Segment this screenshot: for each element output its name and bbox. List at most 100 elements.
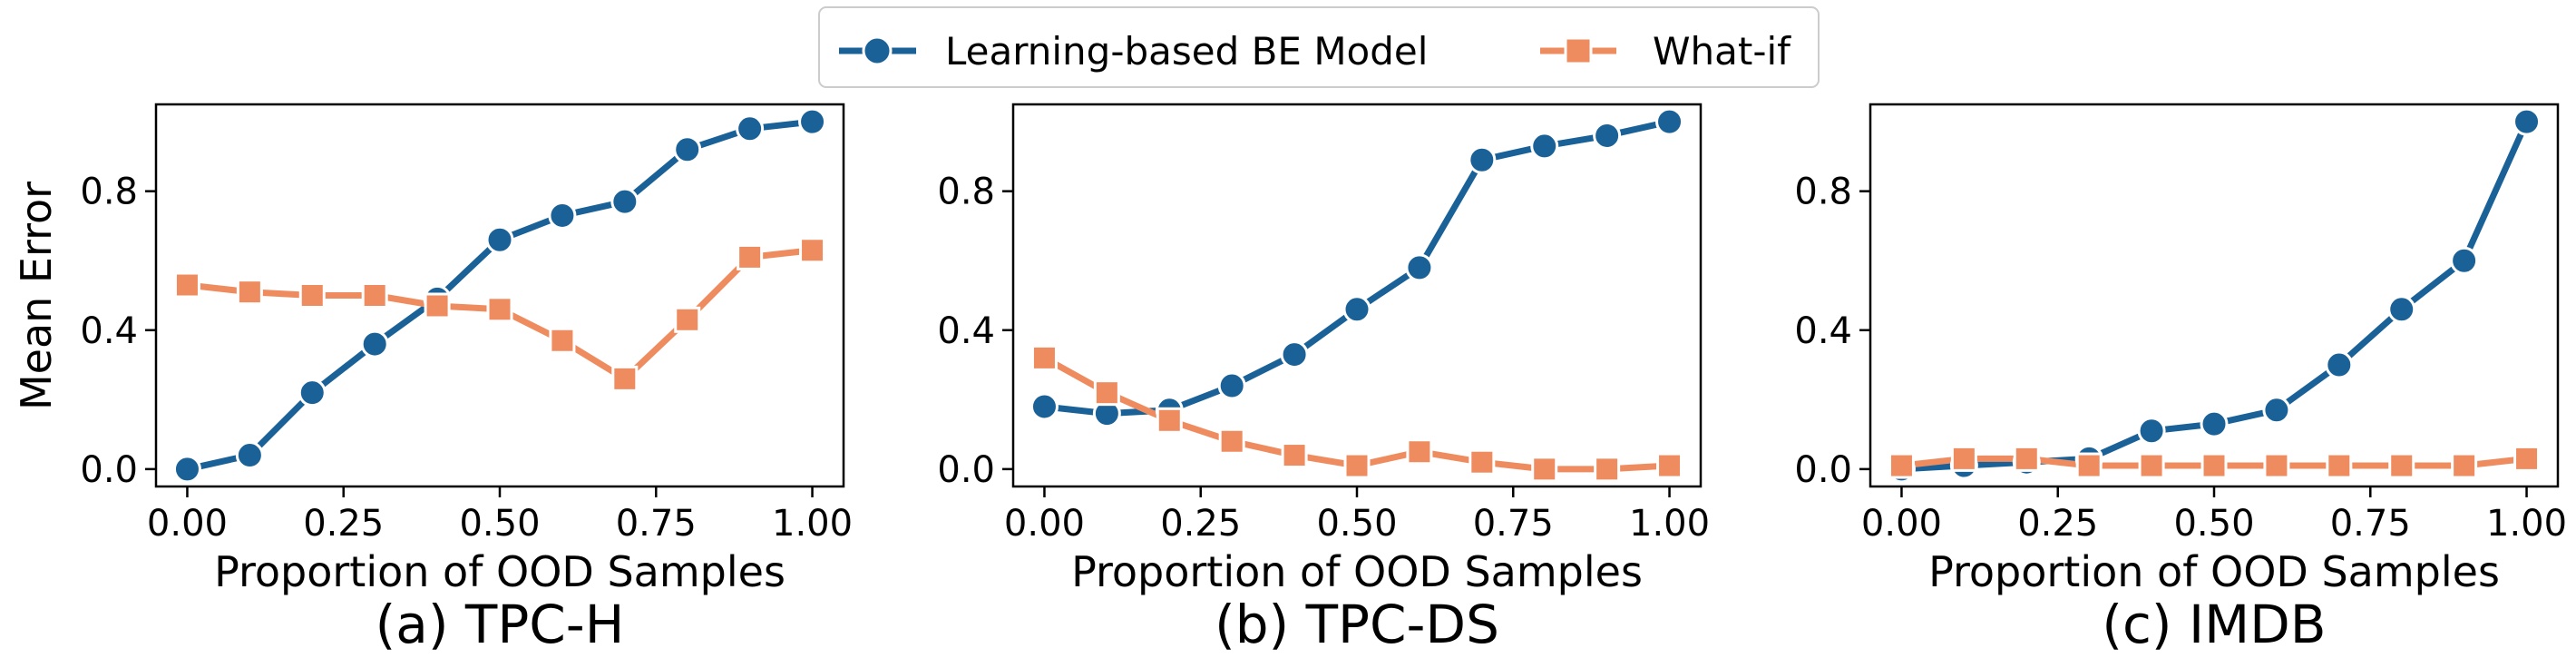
- legend-frame: [818, 6, 1820, 88]
- imdb-xlabel: Proportion of OOD Samples: [1928, 547, 2500, 596]
- tpch-point-learning: [298, 378, 327, 408]
- imdb-point-whatif: [2326, 452, 2353, 479]
- tpcds-caption: (b) TPC-DS: [1215, 594, 1499, 655]
- panel-tpch: 0.00 0.25 0.50 0.75 1.00 0.0 0.4 0.8 Mean Error…: [12, 103, 853, 655]
- imdb-caption: (c) IMDB: [2102, 594, 2326, 655]
- tpcds-point-learning: [1217, 371, 1246, 400]
- tpch-xtick-label: 1.00: [772, 503, 853, 545]
- tpcds-point-whatif: [1469, 448, 1496, 476]
- legend-label-whatif: What-if: [1653, 29, 1791, 74]
- tpcds-series-line-learning: [1041, 118, 1673, 418]
- imdb-ytick-label: 0.4: [1794, 310, 1852, 352]
- tpch-ylabel: Mean Error: [12, 182, 61, 410]
- imdb-point-learning: [2137, 417, 2166, 446]
- tpch-point-learning: [610, 187, 639, 216]
- tpcds-xtick-label: 0.50: [1316, 503, 1397, 545]
- tpcds-ytick-label: 0.8: [937, 172, 995, 213]
- tpch-point-learning: [673, 135, 702, 164]
- imdb-grid-and-ticks: 0.00 0.25 0.50 0.75 1.00 0.0 0.4 0.8: [1794, 172, 2567, 545]
- imdb-xtick-label: 0.00: [1861, 503, 1942, 545]
- tpcds-point-whatif: [1281, 442, 1308, 469]
- tpch-xtick-label: 0.50: [459, 503, 540, 545]
- tpcds-ytick-label: 0.4: [937, 310, 995, 352]
- imdb-point-learning: [2387, 295, 2416, 324]
- legend-label-learning: Learning-based BE Model: [945, 29, 1428, 74]
- imdb-ytick-label: 0.8: [1794, 172, 1852, 213]
- imdb-axes-frame: [1869, 103, 2560, 488]
- tpcds-axes-frame: [1011, 103, 1703, 488]
- tpch-caption: (a) TPC-H: [376, 594, 625, 655]
- tpch-point-learning: [485, 225, 514, 254]
- imdb-xtick-label: 0.50: [2173, 503, 2254, 545]
- imdb-point-learning: [2262, 396, 2291, 425]
- imdb-point-whatif: [2388, 452, 2415, 479]
- tpch-point-learning: [736, 114, 765, 143]
- imdb-point-whatif: [2075, 452, 2103, 479]
- tpcds-point-learning: [1655, 107, 1684, 136]
- tpch-point-whatif: [486, 296, 513, 323]
- imdb-point-whatif: [2263, 452, 2290, 479]
- tpcds-xtick-label: 0.25: [1160, 503, 1241, 545]
- tpcds-point-whatif: [1531, 456, 1558, 483]
- tpcds-point-whatif: [1656, 452, 1683, 479]
- tpcds-xtick-label: 1.00: [1629, 503, 1710, 545]
- tpch-point-learning: [798, 107, 827, 136]
- tpch-point-learning: [360, 329, 389, 359]
- tpcds-point-learning: [1342, 295, 1371, 324]
- legend-marker-whatif: [1564, 36, 1593, 65]
- tpch-point-whatif: [549, 327, 576, 354]
- tpcds-point-learning: [1280, 340, 1309, 369]
- tpcds-ytick-label: 0.0: [937, 449, 995, 491]
- tpch-point-whatif: [424, 292, 451, 319]
- tpch-ytick-label: 0.8: [80, 172, 138, 213]
- tpcds-point-learning: [1405, 253, 1434, 282]
- imdb-point-whatif: [1888, 452, 1915, 479]
- tpch-ytick-label: 0.0: [80, 449, 138, 491]
- tpch-point-whatif: [173, 271, 200, 299]
- tpcds-series: [1029, 107, 1684, 483]
- tpcds-point-learning: [1530, 132, 1559, 161]
- tpch-series: [172, 107, 827, 484]
- imdb-xtick-label: 1.00: [2486, 503, 2567, 545]
- tpcds-point-whatif: [1406, 438, 1433, 466]
- tpch-grid-and-ticks: 0.00 0.25 0.50 0.75 1.00 0.0 0.4 0.8: [80, 172, 853, 545]
- imdb-point-whatif: [1950, 445, 1977, 472]
- tpch-point-learning: [235, 441, 264, 470]
- tpcds-point-whatif: [1218, 427, 1245, 455]
- tpcds-point-learning: [1593, 121, 1622, 150]
- tpch-xlabel: Proportion of OOD Samples: [214, 547, 785, 596]
- tpcds-xtick-label: 0.75: [1473, 503, 1554, 545]
- imdb-xtick-label: 0.75: [2330, 503, 2411, 545]
- tpch-ytick-label: 0.4: [80, 310, 138, 352]
- imdb-point-learning: [2200, 409, 2229, 438]
- imdb-point-whatif: [2451, 452, 2478, 479]
- tpch-point-whatif: [799, 237, 826, 264]
- imdb-point-whatif: [2013, 445, 2040, 472]
- imdb-point-whatif: [2138, 452, 2165, 479]
- imdb-series: [1887, 107, 2542, 484]
- tpch-xtick-label: 0.00: [147, 503, 228, 545]
- imdb-ytick-label: 0.0: [1794, 449, 1852, 491]
- tpcds-point-whatif: [1030, 344, 1058, 371]
- tpcds-point-learning: [1468, 145, 1497, 174]
- tpcds-grid-and-ticks: 0.00 0.25 0.50 0.75 1.00 0.0 0.4 0.8: [937, 172, 1710, 545]
- tpcds-point-whatif: [1093, 379, 1120, 407]
- tpch-point-whatif: [236, 279, 263, 306]
- tpch-xtick-label: 0.25: [303, 503, 384, 545]
- imdb-point-learning: [2450, 246, 2479, 275]
- tpch-point-learning: [548, 201, 577, 230]
- imdb-point-learning: [2513, 107, 2542, 136]
- tpch-xtick-label: 0.75: [616, 503, 697, 545]
- tpcds-point-whatif: [1594, 456, 1621, 483]
- tpcds-xlabel: Proportion of OOD Samples: [1071, 547, 1643, 596]
- legend: Learning-based BE Model What-if: [818, 6, 1820, 88]
- tpcds-point-whatif: [1343, 452, 1371, 479]
- imdb-point-whatif: [2200, 452, 2228, 479]
- tpch-axes-frame: [154, 103, 845, 488]
- panel-tpcds: 0.00 0.25 0.50 0.75 1.00 0.0 0.4 0.8 Proportion…: [937, 103, 1710, 655]
- tpcds-point-whatif: [1156, 407, 1183, 434]
- tpch-point-learning: [172, 455, 201, 484]
- tpch-point-whatif: [298, 282, 326, 309]
- panel-imdb: 0.00 0.25 0.50 0.75 1.00 0.0 0.4 0.8 Proportion…: [1794, 103, 2567, 655]
